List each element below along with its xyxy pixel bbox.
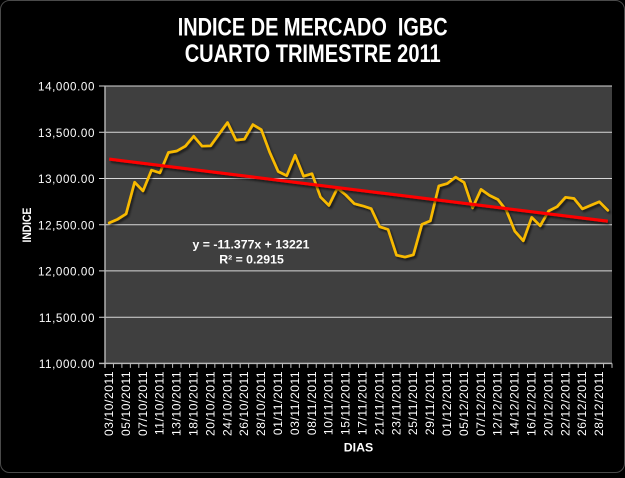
svg-text:26/10/2011: 26/10/2011 [237, 371, 251, 436]
svg-text:25/11/2011: 25/11/2011 [406, 371, 420, 435]
svg-text:DIAS: DIAS [344, 441, 373, 455]
svg-text:14,000.00: 14,000.00 [38, 81, 95, 94]
svg-text:13/10/2011: 13/10/2011 [170, 371, 184, 436]
svg-text:21/11/2011: 21/11/2011 [372, 371, 386, 435]
svg-text:28/12/2011: 28/12/2011 [592, 371, 606, 436]
svg-text:R² = 0.2915: R² = 0.2915 [219, 253, 284, 267]
svg-text:07/12/2011: 07/12/2011 [474, 371, 488, 436]
svg-text:11/10/2011: 11/10/2011 [153, 371, 167, 435]
svg-text:18/10/2011: 18/10/2011 [187, 371, 201, 436]
svg-text:08/11/2011: 08/11/2011 [305, 371, 319, 435]
svg-text:13,000.00: 13,000.00 [38, 173, 95, 186]
svg-text:28/10/2011: 28/10/2011 [254, 371, 268, 436]
svg-text:INDICE: INDICE [20, 208, 34, 243]
svg-text:y = -11.377x + 13221: y = -11.377x + 13221 [193, 238, 310, 252]
svg-text:13,500.00: 13,500.00 [38, 127, 95, 140]
svg-text:10/11/2011: 10/11/2011 [322, 371, 336, 435]
svg-text:12,000.00: 12,000.00 [38, 266, 95, 279]
svg-text:26/12/2011: 26/12/2011 [575, 371, 589, 436]
svg-text:20/10/2011: 20/10/2011 [203, 371, 217, 436]
svg-text:01/11/2011: 01/11/2011 [271, 371, 285, 435]
svg-text:20/12/2011: 20/12/2011 [541, 371, 555, 436]
svg-text:17/11/2011: 17/11/2011 [356, 371, 370, 435]
svg-text:07/10/2011: 07/10/2011 [136, 371, 150, 436]
svg-text:12/12/2011: 12/12/2011 [491, 371, 505, 436]
svg-text:01/12/2011: 01/12/2011 [440, 371, 454, 436]
svg-text:22/12/2011: 22/12/2011 [558, 371, 572, 436]
svg-text:05/10/2011: 05/10/2011 [119, 371, 133, 436]
svg-text:03/10/2011: 03/10/2011 [102, 371, 116, 436]
svg-text:INDICE DE MERCADO IGBC: INDICE DE MERCADO IGBC [178, 15, 448, 42]
svg-text:15/11/2011: 15/11/2011 [339, 371, 353, 435]
svg-text:05/12/2011: 05/12/2011 [457, 371, 471, 436]
svg-text:CUARTO TRIMESTRE 2011: CUARTO TRIMESTRE 2011 [185, 41, 441, 68]
svg-text:14/12/2011: 14/12/2011 [508, 371, 522, 436]
svg-text:29/11/2011: 29/11/2011 [423, 371, 437, 435]
svg-text:16/12/2011: 16/12/2011 [525, 371, 539, 436]
svg-text:24/10/2011: 24/10/2011 [220, 371, 234, 436]
svg-text:03/11/2011: 03/11/2011 [288, 371, 302, 435]
svg-text:11,000.00: 11,000.00 [39, 358, 95, 371]
svg-text:11,500.00: 11,500.00 [39, 312, 95, 325]
svg-text:12,500.00: 12,500.00 [38, 219, 95, 232]
svg-text:23/11/2011: 23/11/2011 [389, 371, 403, 435]
